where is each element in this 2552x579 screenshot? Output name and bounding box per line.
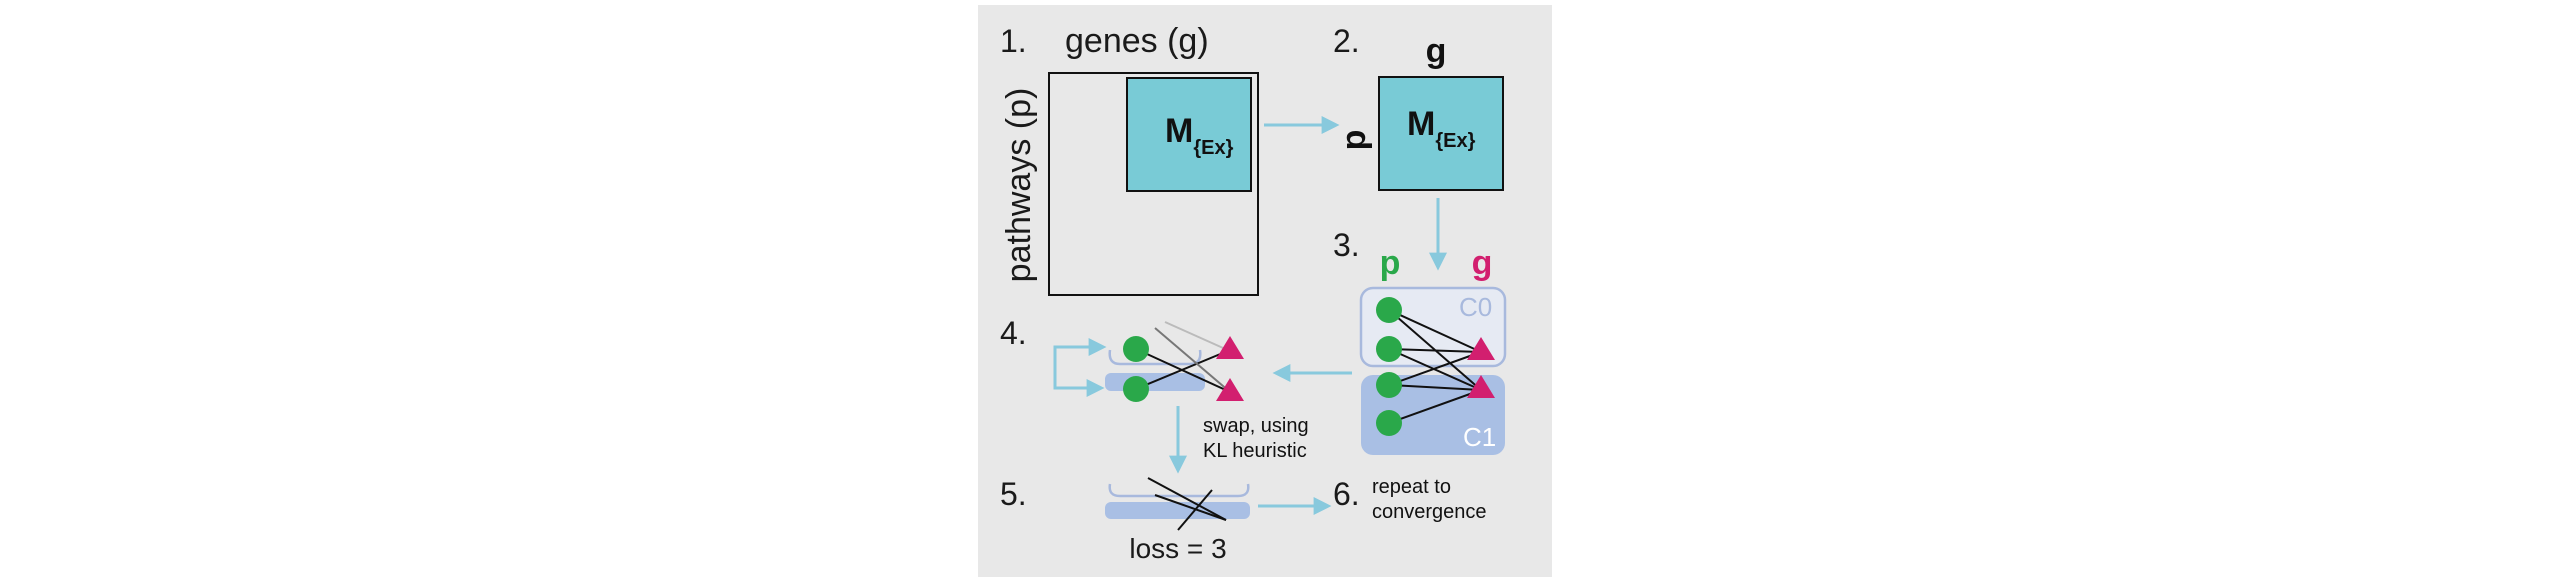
pathway-node <box>1123 376 1149 402</box>
full-matrix <box>1048 72 1259 296</box>
edge <box>1388 351 1482 386</box>
cluster-c0-bracket <box>1108 483 1250 498</box>
submatrix-box-label: M{Ex} <box>1407 105 1476 152</box>
submatrix-row-label: p <box>1335 130 1373 151</box>
step-1-number: 1. <box>1000 23 1027 59</box>
submatrix-box-subscript: {Ex} <box>1435 130 1475 152</box>
repeat-note-line-1: repeat to <box>1372 476 1451 498</box>
edge <box>1388 309 1482 353</box>
edge <box>1388 389 1482 424</box>
gene-node <box>1467 337 1495 360</box>
repeat-note-line-2: convergence <box>1372 501 1487 523</box>
gene-nodes-label: g <box>1472 244 1493 282</box>
submatrix-label: M{Ex} <box>1165 112 1234 159</box>
edge <box>1388 384 1482 391</box>
edge <box>1154 494 1227 521</box>
cluster-c0-label: C0 <box>1459 292 1492 322</box>
submatrix-box <box>1378 76 1504 191</box>
step-3-number: 3. <box>1333 227 1360 263</box>
cluster-c0-bracket <box>1108 349 1202 366</box>
pathway-node <box>1376 336 1402 362</box>
gene-node <box>1216 378 1244 401</box>
step-4: 4. <box>1000 315 1244 402</box>
submatrix-col-label: g <box>1426 32 1447 70</box>
cluster-c1-strip <box>1105 502 1250 519</box>
edge <box>1177 489 1213 531</box>
step-6-number: 6. <box>1333 476 1360 512</box>
edge <box>1164 321 1233 353</box>
step-5: 5. loss = 3 <box>1000 476 1250 564</box>
cluster-c1-label: C1 <box>1463 422 1496 452</box>
swap-note-line-2: KL heuristic <box>1203 440 1307 462</box>
pathway-nodes-label: p <box>1380 244 1401 282</box>
submatrix-main: M <box>1165 112 1193 150</box>
edge <box>1147 477 1227 521</box>
edge <box>1388 348 1482 353</box>
submatrix-subscript: {Ex} <box>1193 137 1233 159</box>
step-6: 6. repeat to convergence <box>1333 476 1487 523</box>
swap-note-line-1: swap, using <box>1203 415 1309 437</box>
gene-node <box>1467 375 1495 398</box>
pathway-node <box>1376 297 1402 323</box>
step-1: 1. genes (g) pathways (p) M{Ex} <box>1000 22 1259 296</box>
step-5-number: 5. <box>1000 476 1027 512</box>
bipartite-edges <box>1388 309 1482 424</box>
expressed-submatrix <box>1126 77 1252 192</box>
pathway-node <box>1376 372 1402 398</box>
pathway-node <box>1123 336 1149 362</box>
step-5-edges <box>1147 477 1227 531</box>
step-4-number: 4. <box>1000 315 1027 351</box>
step-3: 3. p g C0 C1 <box>1333 227 1507 455</box>
pathways-axis-label: pathways (p) <box>1000 88 1038 283</box>
gene-node <box>1216 336 1244 359</box>
genes-axis-label: genes (g) <box>1065 22 1209 60</box>
submatrix-box-main: M <box>1407 105 1435 143</box>
step-2: 2. g p M{Ex} <box>1333 23 1504 191</box>
step-4-edges <box>1135 321 1233 393</box>
loss-label: loss = 3 <box>1129 533 1226 564</box>
step-2-number: 2. <box>1333 23 1360 59</box>
pathway-node <box>1376 410 1402 436</box>
swap-loop-arrow <box>1053 338 1107 397</box>
edge <box>1135 349 1231 390</box>
edge <box>1154 327 1231 393</box>
